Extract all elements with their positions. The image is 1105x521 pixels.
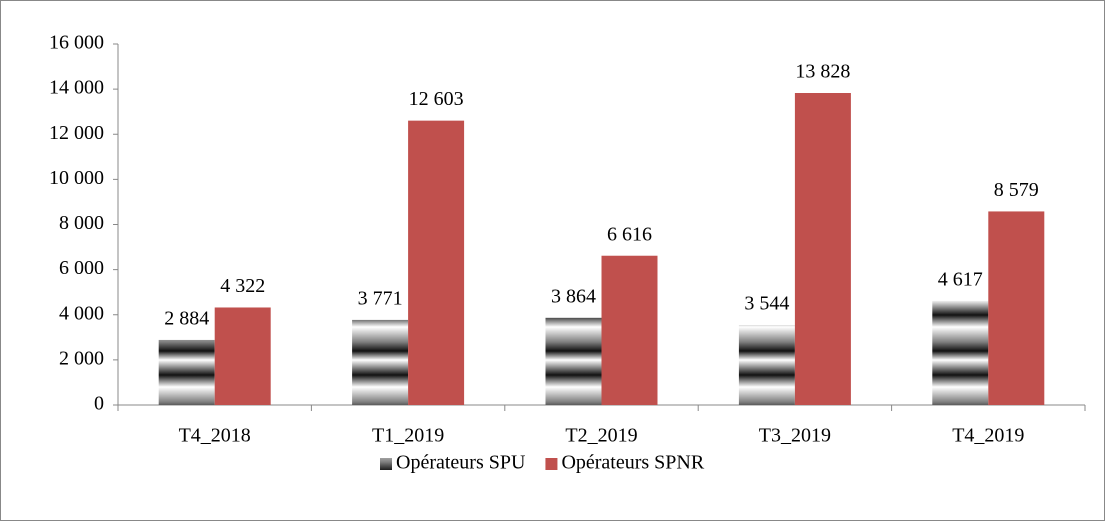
y-tick-label: 4 000 [59, 302, 104, 324]
bar [545, 317, 602, 405]
bar [738, 325, 795, 405]
bar [214, 307, 271, 405]
legend-swatch [545, 458, 558, 470]
y-tick-label: 10 000 [49, 167, 104, 189]
x-tick-label: T3_2019 [759, 425, 831, 447]
y-tick-label: 14 000 [49, 77, 104, 99]
y-tick-label: 12 000 [49, 122, 104, 144]
data-label: 8 579 [994, 179, 1039, 201]
bar [408, 120, 465, 406]
bar [352, 319, 409, 405]
x-tick-label: T1_2019 [372, 425, 444, 447]
data-label: 4 617 [938, 268, 983, 290]
y-tick-label: 2 000 [59, 347, 104, 369]
data-label: 3 544 [744, 293, 789, 315]
y-tick-label: 6 000 [59, 257, 104, 279]
y-tick-label: 8 000 [59, 212, 104, 234]
bar [932, 300, 989, 405]
bar [601, 255, 658, 405]
x-tick-label: T4_2019 [952, 425, 1024, 447]
data-label: 2 884 [164, 308, 209, 330]
x-tick-label: T2_2019 [565, 425, 637, 447]
legend-label: Opérateurs SPNR [561, 452, 704, 474]
data-label: 6 616 [607, 223, 652, 245]
data-label: 4 322 [220, 275, 265, 297]
data-label: 12 603 [409, 88, 464, 110]
x-tick-label: T4_2018 [179, 425, 251, 447]
data-label: 3 771 [358, 288, 403, 310]
y-tick-label: 16 000 [49, 32, 104, 54]
legend-swatch [380, 458, 392, 470]
bar [158, 339, 215, 405]
legend-label: Opérateurs SPU [396, 452, 526, 474]
bar [794, 93, 851, 406]
bar [988, 211, 1045, 405]
data-label: 13 828 [795, 61, 850, 83]
y-tick-label: 0 [94, 393, 104, 415]
data-label: 3 864 [551, 285, 596, 307]
